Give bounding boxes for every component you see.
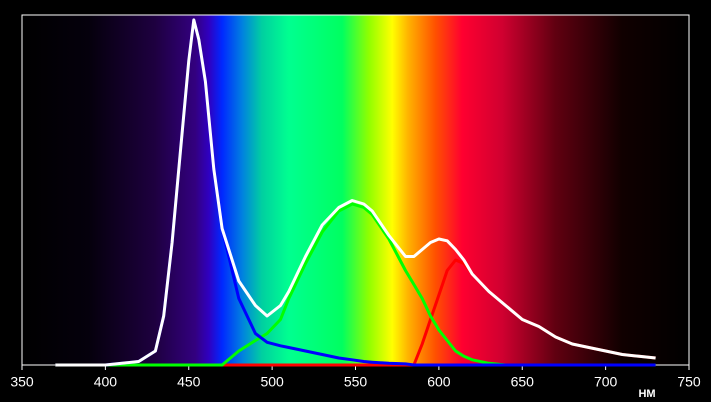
- x-tick-label: 400: [94, 374, 118, 390]
- x-tick-label: 600: [427, 374, 451, 390]
- x-tick-label: 750: [677, 374, 701, 390]
- x-axis-label: НМ: [638, 388, 655, 400]
- x-tick-label: 550: [344, 374, 368, 390]
- x-tick-label: 650: [511, 374, 535, 390]
- x-tick-label: 450: [177, 374, 201, 390]
- x-tick-label: 350: [10, 374, 34, 390]
- x-tick-label: 500: [260, 374, 284, 390]
- x-tick-label: 700: [594, 374, 618, 390]
- series-line: [55, 18, 656, 367]
- plot-area: [21, 14, 690, 366]
